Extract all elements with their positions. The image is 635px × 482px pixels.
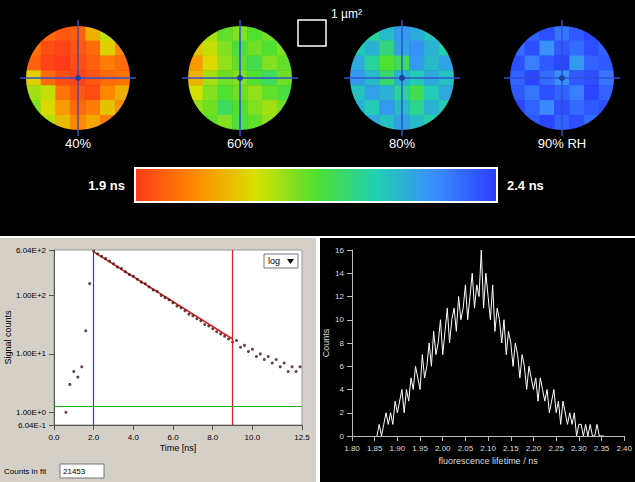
svg-text:Signal counts: Signal counts <box>3 310 13 365</box>
svg-text:2.35: 2.35 <box>594 444 610 453</box>
svg-text:1.85: 1.85 <box>367 444 383 453</box>
svg-text:log: log <box>268 256 280 266</box>
svg-text:2.30: 2.30 <box>571 444 587 453</box>
svg-text:2.40: 2.40 <box>616 444 632 453</box>
svg-text:6.04E-1: 6.04E-1 <box>18 421 47 430</box>
svg-text:1.00E+2: 1.00E+2 <box>16 291 47 300</box>
svg-text:Counts in fit: Counts in fit <box>4 467 47 476</box>
svg-text:2: 2 <box>340 408 345 417</box>
svg-text:80%: 80% <box>389 136 415 151</box>
svg-text:4.0: 4.0 <box>128 433 140 442</box>
svg-text:fluorescence lifetime / ns: fluorescence lifetime / ns <box>439 456 539 466</box>
svg-text:16: 16 <box>335 246 344 255</box>
svg-text:2.15: 2.15 <box>503 444 519 453</box>
svg-text:0: 0 <box>340 432 345 441</box>
svg-text:6: 6 <box>340 362 345 371</box>
svg-text:1.80: 1.80 <box>344 444 360 453</box>
svg-text:2.20: 2.20 <box>526 444 542 453</box>
svg-text:90% RH: 90% RH <box>538 136 586 151</box>
svg-text:1.95: 1.95 <box>412 444 428 453</box>
svg-text:4: 4 <box>340 385 345 394</box>
svg-text:8.0: 8.0 <box>207 433 219 442</box>
svg-text:2.05: 2.05 <box>458 444 474 453</box>
svg-text:8: 8 <box>340 339 345 348</box>
svg-text:2.00: 2.00 <box>435 444 451 453</box>
svg-text:Time [ns]: Time [ns] <box>160 443 197 453</box>
svg-text:40%: 40% <box>65 136 91 151</box>
svg-text:2.0: 2.0 <box>88 433 100 442</box>
svg-text:14: 14 <box>335 269 344 278</box>
svg-text:Counts: Counts <box>321 328 331 357</box>
svg-text:1.00E+0: 1.00E+0 <box>16 408 47 417</box>
svg-text:2.10: 2.10 <box>480 444 496 453</box>
svg-text:1 µm²: 1 µm² <box>331 7 362 21</box>
svg-text:6.04E+2: 6.04E+2 <box>16 246 47 255</box>
svg-text:60%: 60% <box>227 136 253 151</box>
svg-text:1.00E+1: 1.00E+1 <box>16 349 47 358</box>
svg-text:0.0: 0.0 <box>48 433 60 442</box>
svg-text:1.9 ns: 1.9 ns <box>88 178 125 193</box>
svg-text:12.5: 12.5 <box>294 433 310 442</box>
svg-text:1.90: 1.90 <box>390 444 406 453</box>
svg-text:12: 12 <box>335 292 344 301</box>
svg-text:2.4 ns: 2.4 ns <box>507 178 544 193</box>
svg-text:6.0: 6.0 <box>167 433 179 442</box>
svg-text:2.25: 2.25 <box>548 444 564 453</box>
svg-text:10.0: 10.0 <box>245 433 261 442</box>
svg-text:10: 10 <box>335 315 344 324</box>
svg-text:21453: 21453 <box>63 467 86 476</box>
